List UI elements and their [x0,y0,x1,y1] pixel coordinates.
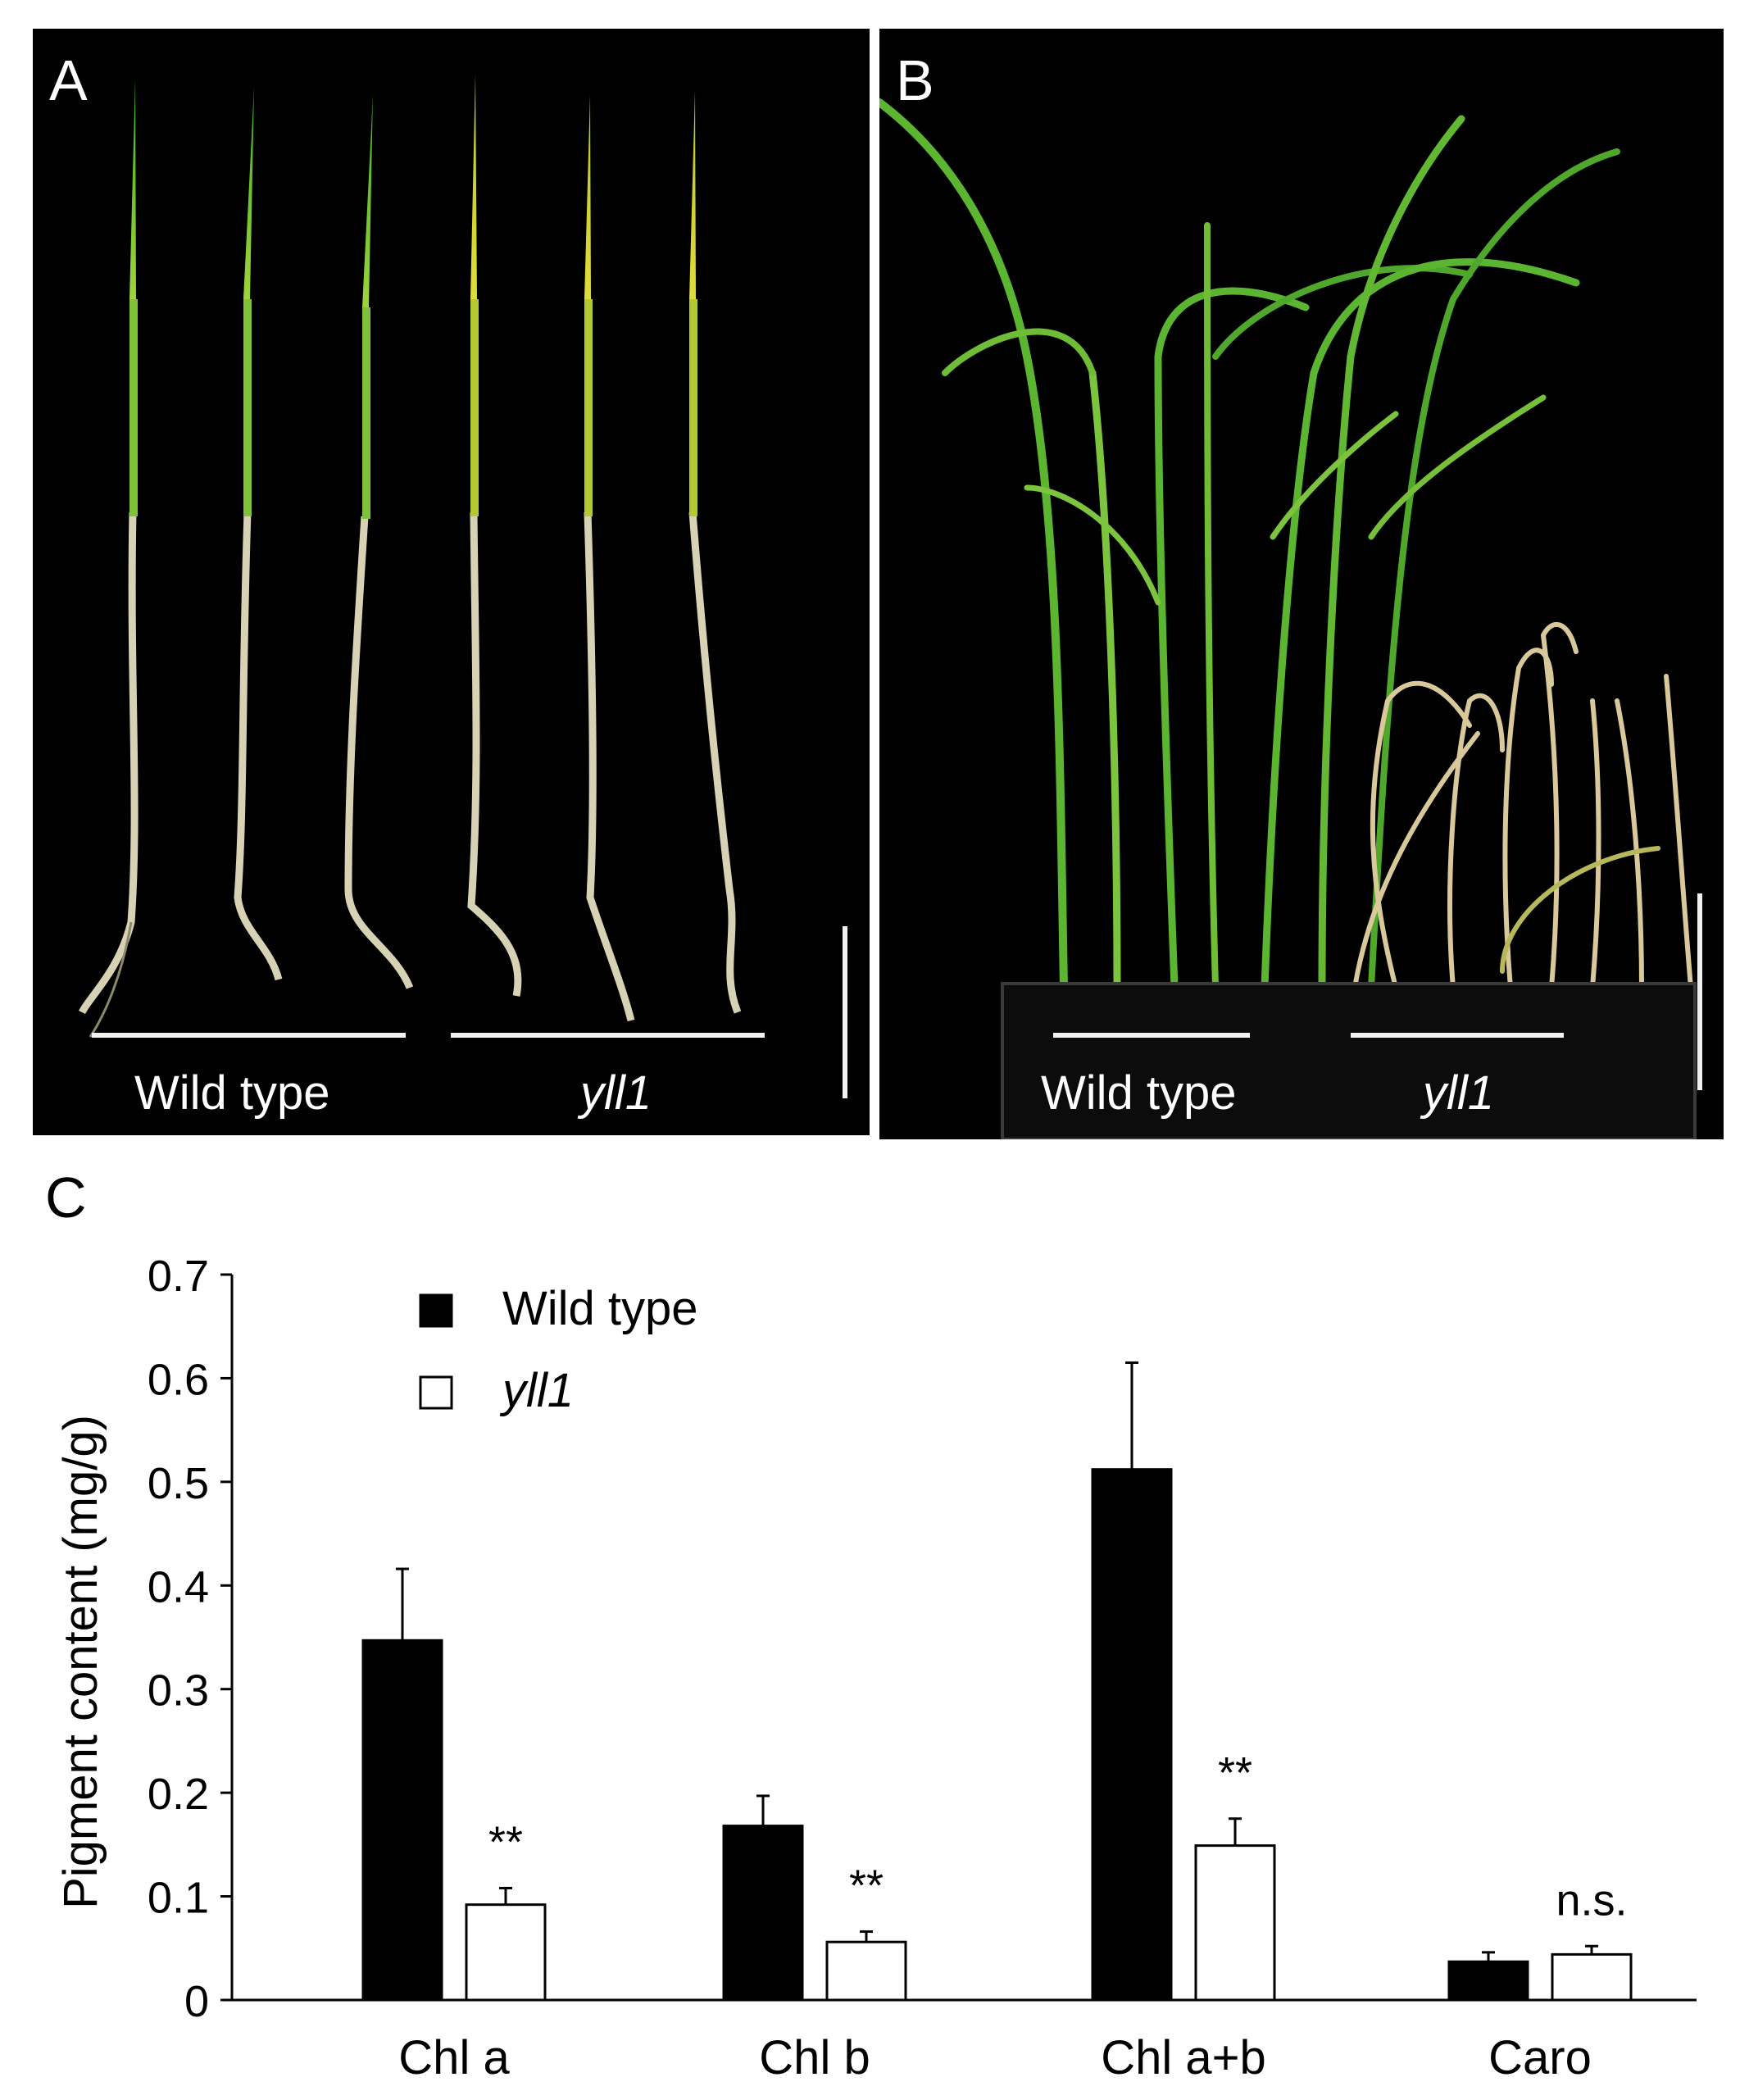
y-tick-label-7: 0.7 [148,1252,209,1301]
x-tick-label-1: Chl b [759,2031,870,2084]
panel-c-label: C [45,1166,87,1230]
y-tick-label-4: 0.4 [148,1562,209,1611]
wild-type-plants [879,98,1620,992]
yll1-plants [1352,621,1693,990]
scale-bar-a [843,926,847,1098]
y-tick-label-3: 0.3 [148,1666,209,1716]
y-axis-label: Pigment content (mg/g) [54,1415,107,1909]
bar-yll1-2 [1194,1844,1276,2002]
caption-wild-type-a: Wild type [134,1066,330,1120]
y-tick-label-0: 0 [184,1977,209,2026]
bar-wild-type-0 [361,1639,443,2002]
x-tick-label-0: Chl a [398,2031,510,2084]
y-tick-label-5: 0.5 [148,1459,209,1508]
pigment-content-chart: C 0 0.1 0.2 0.3 0.4 0.5 0.6 0.7 Pigment content … [45,1166,1697,2084]
bar-yll1-1 [825,1940,907,2002]
wild-type-group-line-b [1053,1033,1250,1038]
y-tick-label-2: 0.2 [148,1770,209,1819]
panel-b-photo: B Wild type yll1 [879,29,1724,1139]
pot [1001,982,1697,1139]
y-tick-label-1: 0.1 [148,1874,209,1923]
panel-b-label: B [896,48,934,112]
wild-type-group-line [92,1033,406,1038]
bar-wild-type-1 [722,1825,804,2002]
caption-wild-type-b: Wild type [1041,1066,1237,1120]
legend-swatch-0 [419,1293,453,1328]
significance-2: ** [1218,1748,1252,1798]
caption-yll1-a: yll1 [580,1066,652,1120]
legend-label-1: yll1 [499,1364,574,1417]
panel-a-label: A [49,48,88,112]
panel-a-photo: A Wild type yll1 [33,29,870,1135]
caption-yll1-b: yll1 [1423,1066,1495,1120]
significance-1: ** [849,1861,884,1911]
legend-label-0: Wild type [502,1282,698,1335]
yll1-group-line [451,1033,765,1038]
y-tick-label-6: 0.6 [148,1355,209,1404]
wild-type-seedlings [78,78,414,1038]
yll1-seedlings [467,74,742,1022]
panel-a-seedlings-image [78,74,742,1038]
x-tick-label-2: Chl a+b [1101,2031,1266,2084]
panel-b-plants-image [879,98,1697,1139]
x-tick-label-3: Caro [1488,2031,1592,2084]
bar-yll1-3 [1551,1952,1633,2002]
significance-3: n.s. [1556,1875,1627,1925]
bar-wild-type-3 [1447,1960,1529,2002]
bar-wild-type-2 [1091,1468,1173,2002]
legend-swatch-1 [419,1375,453,1410]
bar-yll1-0 [465,1903,547,2002]
significance-0: ** [488,1817,523,1866]
chart-plot-area: 0 0.1 0.2 0.3 0.4 0.5 0.6 0.7 Pigment content (m… [54,1252,1697,2084]
scale-bar-b [1697,893,1702,1090]
yll1-group-line-b [1351,1033,1564,1038]
